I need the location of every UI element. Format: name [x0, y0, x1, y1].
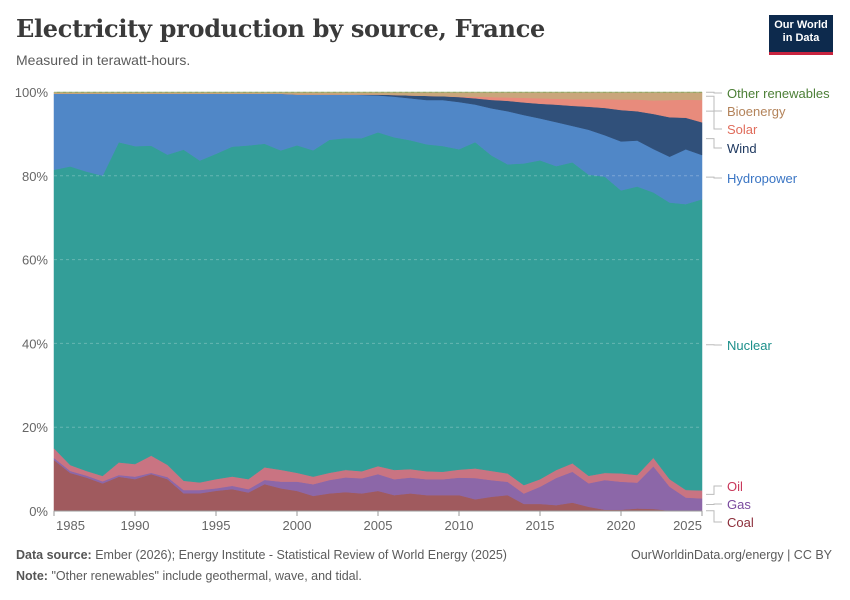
legend-label-coal[interactable]: Coal — [727, 515, 754, 530]
legend-label-hydropower[interactable]: Hydropower — [727, 171, 798, 186]
x-tick-label: 2005 — [364, 518, 393, 533]
legend-connector — [706, 485, 722, 495]
y-tick-label: 0% — [29, 504, 48, 519]
x-tick-label: 2000 — [283, 518, 312, 533]
chart-note: Note: "Other renewables" include geother… — [16, 569, 362, 583]
legend-labels: Coal Gas Oil Nuclear Hydropower Wind Solar Bioe… — [706, 86, 830, 530]
credit-link[interactable]: OurWorldinData.org/energy | CC BY — [630, 548, 832, 562]
legend-connector — [706, 95, 722, 112]
area-nuclear[interactable] — [53, 132, 703, 491]
x-tick-label: 2020 — [607, 518, 636, 533]
y-tick-label: 40% — [22, 336, 48, 351]
legend-connector — [706, 138, 722, 149]
legend-connector — [706, 110, 722, 130]
x-tick-label: 2025 — [673, 518, 702, 533]
legend-label-wind[interactable]: Wind — [727, 141, 757, 156]
y-tick-label: 80% — [22, 169, 48, 184]
x-tick-label: 2015 — [526, 518, 555, 533]
legend-connector — [706, 176, 722, 179]
x-axis: 1985 1990 1995 2000 2005 2010 2015 2020 2025 — [53, 510, 703, 533]
legend-label-solar[interactable]: Solar — [727, 122, 758, 137]
data-source: Data source: Ember (2026); Energy Instit… — [16, 548, 507, 562]
legend-label-other-renewables[interactable]: Other renewables — [727, 86, 830, 101]
legend-connector — [706, 503, 722, 505]
x-tick-label: 1985 — [56, 518, 85, 533]
legend-label-oil[interactable]: Oil — [727, 479, 743, 494]
gridlines — [54, 91, 702, 428]
x-tick-label: 1990 — [121, 518, 150, 533]
x-tick-label: 1995 — [202, 518, 231, 533]
chart-title: Electricity production by source, France — [16, 14, 545, 43]
legend-label-gas[interactable]: Gas — [727, 497, 751, 512]
y-axis: 0% 20% 40% 60% 80% 100% — [15, 85, 49, 519]
y-tick-label: 100% — [15, 85, 49, 100]
y-tick-label: 60% — [22, 253, 48, 268]
legend-connector — [706, 91, 722, 94]
note-text: "Other renewables" include geothermal, w… — [51, 569, 362, 583]
legend-label-bioenergy[interactable]: Bioenergy — [727, 104, 786, 119]
y-tick-label: 20% — [22, 420, 48, 435]
legend-connector — [706, 510, 722, 523]
source-text[interactable]: Ember (2026); Energy Institute - Statist… — [95, 548, 507, 562]
legend-label-nuclear[interactable]: Nuclear — [727, 338, 772, 353]
note-label: Note: — [16, 569, 48, 583]
source-label: Data source: — [16, 548, 92, 562]
owid-logo[interactable]: Our World in Data — [769, 15, 833, 55]
area-layer — [53, 91, 703, 512]
chart-subtitle: Measured in terawatt-hours. — [16, 52, 191, 68]
x-tick-label: 2010 — [445, 518, 474, 533]
